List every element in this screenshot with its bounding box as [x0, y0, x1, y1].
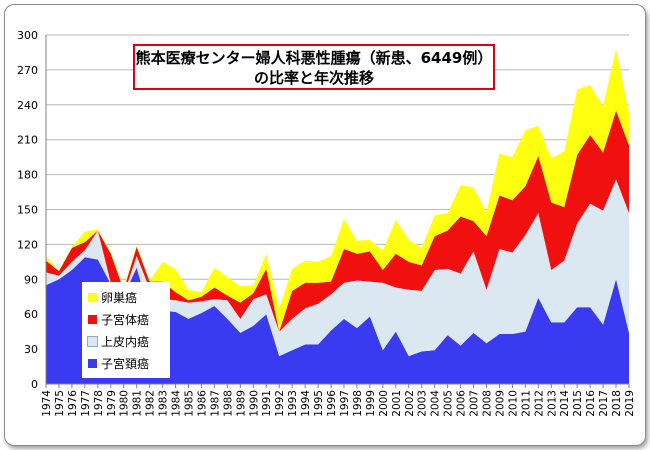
y-tick-label: 210 — [17, 134, 38, 147]
y-tick-label: 90 — [24, 273, 38, 286]
area-series-0 — [46, 257, 629, 384]
legend-item-endometrial: 子宮体癌 — [88, 308, 164, 330]
x-tick-label: 1976 — [67, 390, 79, 417]
x-tick-label: 2016 — [585, 390, 597, 417]
legend-swatch-cis — [87, 335, 98, 347]
x-tick-label: 2001 — [391, 390, 403, 417]
x-tick-label: 1988 — [222, 390, 234, 417]
area-series-2 — [46, 110, 629, 332]
x-tick-label: 1982 — [145, 390, 157, 417]
legend-item-ovarian: 卵巣癌 — [88, 286, 164, 308]
legend-swatch-cervical — [88, 358, 97, 368]
legend: 卵巣癌 子宮体癌 上皮内癌 子宮頚癌 — [82, 282, 170, 378]
y-tick-label: 270 — [17, 64, 38, 77]
x-tick-label: 2019 — [624, 390, 636, 417]
x-tick-label: 1974 — [41, 390, 53, 417]
x-tick-label: 1978 — [93, 390, 105, 417]
x-tick-label: 2008 — [481, 390, 493, 417]
x-tick-label: 2012 — [533, 390, 545, 417]
legend-item-cis: 上皮内癌 — [87, 330, 164, 352]
x-tick-label: 1977 — [80, 390, 92, 417]
x-tick-label: 2018 — [611, 390, 623, 417]
x-tick-label: 1996 — [326, 390, 338, 417]
x-tick-label: 2014 — [559, 390, 571, 417]
chart-title-box: 熊本医療センター婦人科悪性腫瘍（新患、6449例） の比率と年次推移 — [133, 44, 495, 90]
x-tick-label: 2003 — [417, 390, 429, 417]
legend-swatch-endometrial — [88, 314, 97, 324]
x-axis-tick-labels: 1974 1975 1976 1977 1978 1979 1980 1981 1982 1983… — [41, 390, 636, 417]
x-tick-label: 2005 — [443, 390, 455, 417]
x-tick-label: 1984 — [171, 390, 183, 417]
x-tick-label: 1975 — [54, 390, 66, 417]
x-tick-label: 1990 — [248, 390, 260, 417]
x-tick-label: 2002 — [404, 390, 416, 417]
x-tick-label: 2006 — [456, 390, 468, 417]
axes — [45, 35, 630, 388]
y-tick-label: 180 — [17, 169, 38, 182]
area-series-group — [46, 48, 629, 384]
x-tick-label: 1998 — [352, 390, 364, 417]
x-tick-label: 1997 — [339, 390, 351, 417]
y-tick-label: 60 — [24, 308, 38, 321]
x-tick-label: 1979 — [106, 390, 118, 417]
x-tick-label: 1985 — [184, 390, 196, 417]
x-tick-label: 2009 — [494, 390, 506, 417]
y-tick-label: 0 — [31, 378, 38, 391]
x-tick-label: 1983 — [158, 390, 170, 417]
x-tick-label: 2004 — [430, 390, 442, 417]
legend-label-cis: 上皮内癌 — [101, 334, 150, 349]
x-tick-label: 1989 — [235, 390, 247, 417]
y-tick-label: 120 — [17, 238, 38, 251]
x-tick-label: 1987 — [209, 390, 221, 417]
x-tick-label: 2007 — [469, 390, 481, 417]
y-axis-tick-labels: 0 30 60 90 120 150 180 210 240 270 300 — [17, 29, 38, 391]
y-tick-label: 150 — [17, 204, 38, 217]
x-tick-label: 1993 — [287, 390, 299, 417]
legend-label-ovarian: 卵巣癌 — [101, 290, 138, 305]
x-tick-label: 1999 — [365, 390, 377, 417]
x-tick-label: 2000 — [378, 390, 390, 417]
chart-title-line1: 熊本医療センター婦人科悪性腫瘍（新患、6449例） — [135, 49, 493, 67]
x-tick-label: 2015 — [572, 390, 584, 417]
x-tick-label: 2017 — [598, 390, 610, 417]
x-tick-label: 1994 — [300, 390, 312, 417]
y-tick-label: 30 — [24, 343, 38, 356]
legend-swatch-ovarian — [88, 292, 97, 302]
y-tick-label: 300 — [17, 29, 38, 42]
x-tick-label: 1995 — [313, 390, 325, 417]
area-series-3 — [46, 48, 629, 332]
area-series-1 — [46, 179, 629, 357]
y-tick-label: 240 — [17, 99, 38, 112]
x-tick-label: 1980 — [119, 390, 131, 417]
x-tick-label: 2013 — [546, 390, 558, 417]
x-tick-label: 1991 — [261, 390, 273, 417]
x-tick-label: 1992 — [274, 390, 286, 417]
x-tick-label: 1986 — [196, 390, 208, 417]
legend-label-endometrial: 子宮体癌 — [101, 312, 150, 327]
chart-title-line2: の比率と年次推移 — [253, 69, 374, 87]
x-tick-label: 1981 — [132, 390, 144, 417]
legend-label-cervical: 子宮頚癌 — [101, 356, 150, 371]
legend-item-cervical: 子宮頚癌 — [88, 352, 164, 374]
x-tick-label: 2010 — [507, 390, 519, 417]
x-tick-label: 2011 — [520, 390, 532, 417]
